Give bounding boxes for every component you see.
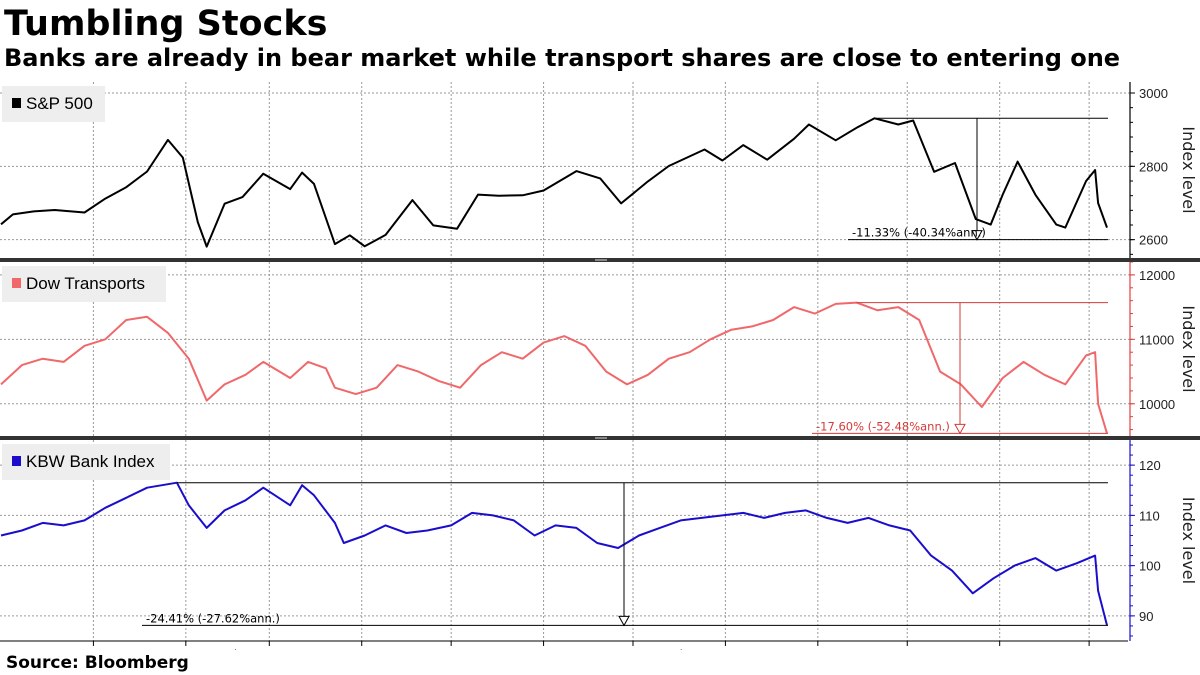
legend-label: Dow Transports <box>26 274 145 293</box>
month-label-10: Sep <box>852 648 874 650</box>
legend-box <box>2 444 170 480</box>
ytick-label-4: 120 <box>1139 458 1161 473</box>
panel-2: 10000 11000 12000 Index level -17.60% (-52.4… <box>0 261 1198 436</box>
panel-divider-grip-1 <box>595 259 607 261</box>
drawdown-label: -17.60% (-52.48%ann.) <box>816 419 950 433</box>
month-label-1: Dec <box>12 648 34 650</box>
legend-label: KBW Bank Index <box>26 452 155 471</box>
month-label-4: Mar <box>303 648 325 650</box>
ytick-label-2: 2800 <box>1139 159 1168 174</box>
series-line-2 <box>0 301 1108 434</box>
panel-3: 90 100 110 120 Index level -24.41% (-27.62%an… <box>0 440 1198 641</box>
chart-subtitle: Banks are already in bear market while t… <box>4 44 1121 72</box>
ylabel-1: Index level <box>1179 126 1198 213</box>
legend-swatch <box>12 456 21 466</box>
source-note: Source: Bloomberg <box>6 653 189 673</box>
panel-divider-grip-2 <box>595 437 607 439</box>
drawdown-arrow-head <box>618 615 630 627</box>
month-label-3: Feb <box>220 648 242 650</box>
ytick-label-3: 110 <box>1139 508 1160 523</box>
series-line-1 <box>0 117 1108 248</box>
ytick-label-1: 10000 <box>1139 397 1175 412</box>
ytick-label-1: 90 <box>1139 609 1153 624</box>
series-line-3 <box>0 481 1108 626</box>
month-label-6: May <box>485 648 509 650</box>
month-label-8: Jul <box>667 648 683 650</box>
drawdown-arrow-head <box>971 230 983 241</box>
month-label-9: Aug <box>759 648 781 650</box>
chart-title: Tumbling Stocks <box>4 4 328 44</box>
ytick-label-3: 12000 <box>1139 268 1175 283</box>
drawdown-arrow-head <box>954 423 966 435</box>
ytick-label-2: 11000 <box>1139 332 1174 347</box>
ylabel-3: Index level <box>1179 497 1198 584</box>
stock-charts: 2600 2800 3000 Index level -11.33% (-40.34%a… <box>0 82 1200 650</box>
month-label-11: Oct <box>941 648 961 650</box>
month-label-13: Dec <box>1109 648 1131 650</box>
month-label-7: Jun <box>577 648 597 650</box>
month-label-2: Jan <box>127 648 147 650</box>
panel-1: 2600 2800 3000 Index level -11.33% (-40.34%a… <box>0 82 1198 258</box>
ytick-label-3: 3000 <box>1139 86 1168 101</box>
month-label-5: Apr <box>395 648 414 650</box>
ytick-label-1: 2600 <box>1139 233 1168 248</box>
drawdown-label: -11.33% (-40.34%ann.) <box>852 226 986 240</box>
month-label-12: Nov <box>1033 648 1056 650</box>
legend-box <box>2 266 166 302</box>
legend-swatch <box>12 98 21 108</box>
ytick-label-2: 100 <box>1139 559 1161 574</box>
drawdown-label: -24.41% (-27.62%ann.) <box>146 611 280 625</box>
legend-swatch <box>12 278 21 288</box>
ylabel-2: Index level <box>1179 305 1198 392</box>
legend-label: S&P 500 <box>26 94 93 113</box>
